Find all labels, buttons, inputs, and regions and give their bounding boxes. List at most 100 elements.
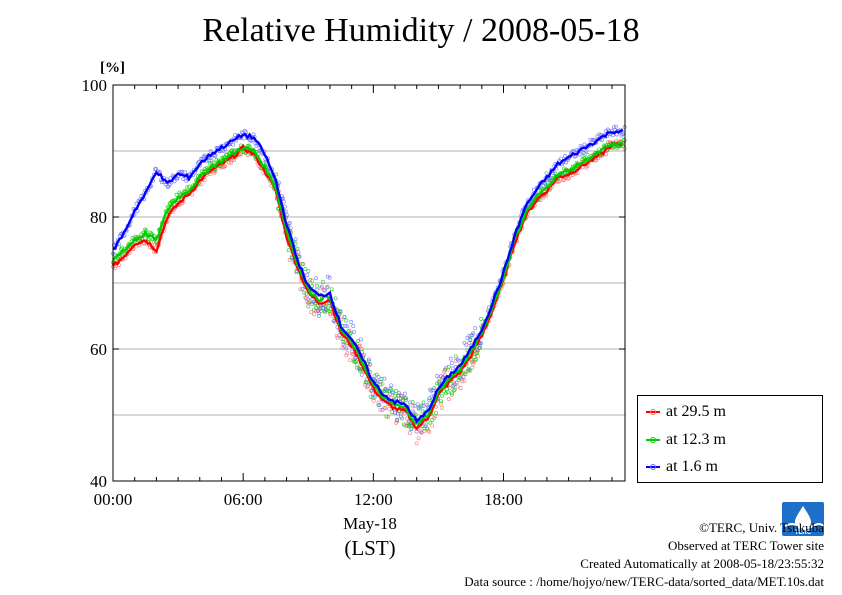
data-point: [376, 374, 381, 379]
data-point: [361, 352, 366, 357]
data-point: [295, 246, 300, 251]
data-point: [606, 140, 610, 145]
data-point: [187, 184, 192, 189]
data-point: [359, 347, 364, 352]
data-point: [422, 428, 427, 433]
data-point: [374, 372, 379, 377]
data-point: [342, 344, 347, 349]
data-point: [585, 152, 590, 157]
data-point: [439, 399, 443, 404]
data-point: [439, 374, 443, 379]
data-point: [466, 368, 471, 373]
data-point: [458, 386, 463, 391]
data-point: [304, 291, 309, 296]
credits-block: ©TERC, Univ. Tsukuba Observed at TERC To…: [464, 519, 824, 591]
data-point: [556, 178, 561, 183]
data-point: [303, 295, 308, 300]
data-point: [306, 269, 311, 273]
data-point: [378, 379, 383, 384]
data-point: [148, 230, 153, 235]
data-point: [544, 171, 549, 176]
data-point: [315, 287, 319, 292]
data-point: [473, 357, 478, 362]
data-point: [339, 336, 344, 341]
data-point: [414, 441, 419, 446]
data-point: [345, 351, 350, 356]
data-point: [404, 416, 409, 421]
data-point: [378, 382, 383, 387]
data-point: [365, 384, 370, 389]
data-point: [575, 170, 580, 175]
data-point: [312, 312, 317, 317]
series-line: [112, 128, 624, 424]
data-point: [416, 405, 421, 410]
series-line: [112, 141, 624, 431]
y-axis-label: [%]: [100, 60, 125, 76]
data-point: [427, 429, 432, 434]
data-point: [472, 359, 477, 364]
legend-swatch-red: [646, 407, 660, 417]
data-point: [562, 166, 566, 171]
data-point: [377, 403, 382, 408]
data-point: [294, 270, 299, 275]
data-point: [581, 151, 586, 155]
data-point: [368, 394, 373, 399]
y-tick-label: 100: [82, 76, 108, 95]
legend-label-1m: at 1.6 m: [666, 458, 718, 475]
data-point: [302, 290, 307, 295]
data-point: [478, 345, 483, 350]
data-point: [341, 339, 346, 344]
data-point: [386, 415, 391, 420]
data-point: [471, 331, 476, 336]
data-point: [468, 337, 473, 342]
data-point: [355, 362, 360, 367]
data-point: [356, 339, 360, 343]
observation-site-text: Observed at TERC Tower site: [667, 538, 824, 553]
data-point: [366, 358, 371, 363]
data-point: [410, 403, 415, 408]
data-point: [445, 390, 450, 395]
data-point: [286, 248, 291, 253]
data-point: [461, 374, 466, 379]
data-point: [310, 284, 315, 288]
data-point: [345, 324, 350, 329]
data-point: [396, 393, 401, 398]
data-point: [564, 160, 568, 165]
data-point: [352, 329, 357, 334]
data-point: [307, 299, 312, 304]
data-point: [421, 400, 426, 405]
data-point: [329, 287, 334, 292]
data-point: [183, 170, 188, 175]
scatter-points: [111, 124, 627, 446]
data-point: [395, 419, 400, 424]
data-point: [355, 365, 360, 370]
data-point: [341, 342, 346, 347]
data-point: [338, 308, 343, 313]
data-point: [204, 165, 209, 170]
legend-label-12m: at 12.3 m: [666, 431, 726, 448]
data-point: [437, 379, 442, 384]
data-point: [130, 236, 135, 240]
data-point: [399, 414, 403, 419]
data-point: [227, 160, 232, 165]
data-point: [369, 388, 374, 393]
data-point: [384, 388, 389, 393]
data-point: [325, 305, 330, 310]
legend: at 29.5 m at 12.3 m at 1.6 m: [637, 395, 823, 483]
x-tick-label: 00:00: [94, 490, 133, 509]
data-point: [448, 356, 453, 361]
data-point: [446, 397, 451, 401]
data-point: [185, 185, 190, 190]
data-point: [427, 396, 432, 401]
data-point: [174, 192, 179, 197]
data-point: [367, 362, 372, 367]
data-point: [439, 401, 443, 406]
data-point: [435, 374, 440, 378]
data-point: [452, 387, 457, 392]
data-point: [336, 309, 341, 314]
data-point: [450, 366, 455, 371]
data-point: [296, 250, 301, 255]
data-point: [404, 423, 409, 428]
data-point: [317, 311, 321, 316]
data-point: [115, 256, 120, 261]
